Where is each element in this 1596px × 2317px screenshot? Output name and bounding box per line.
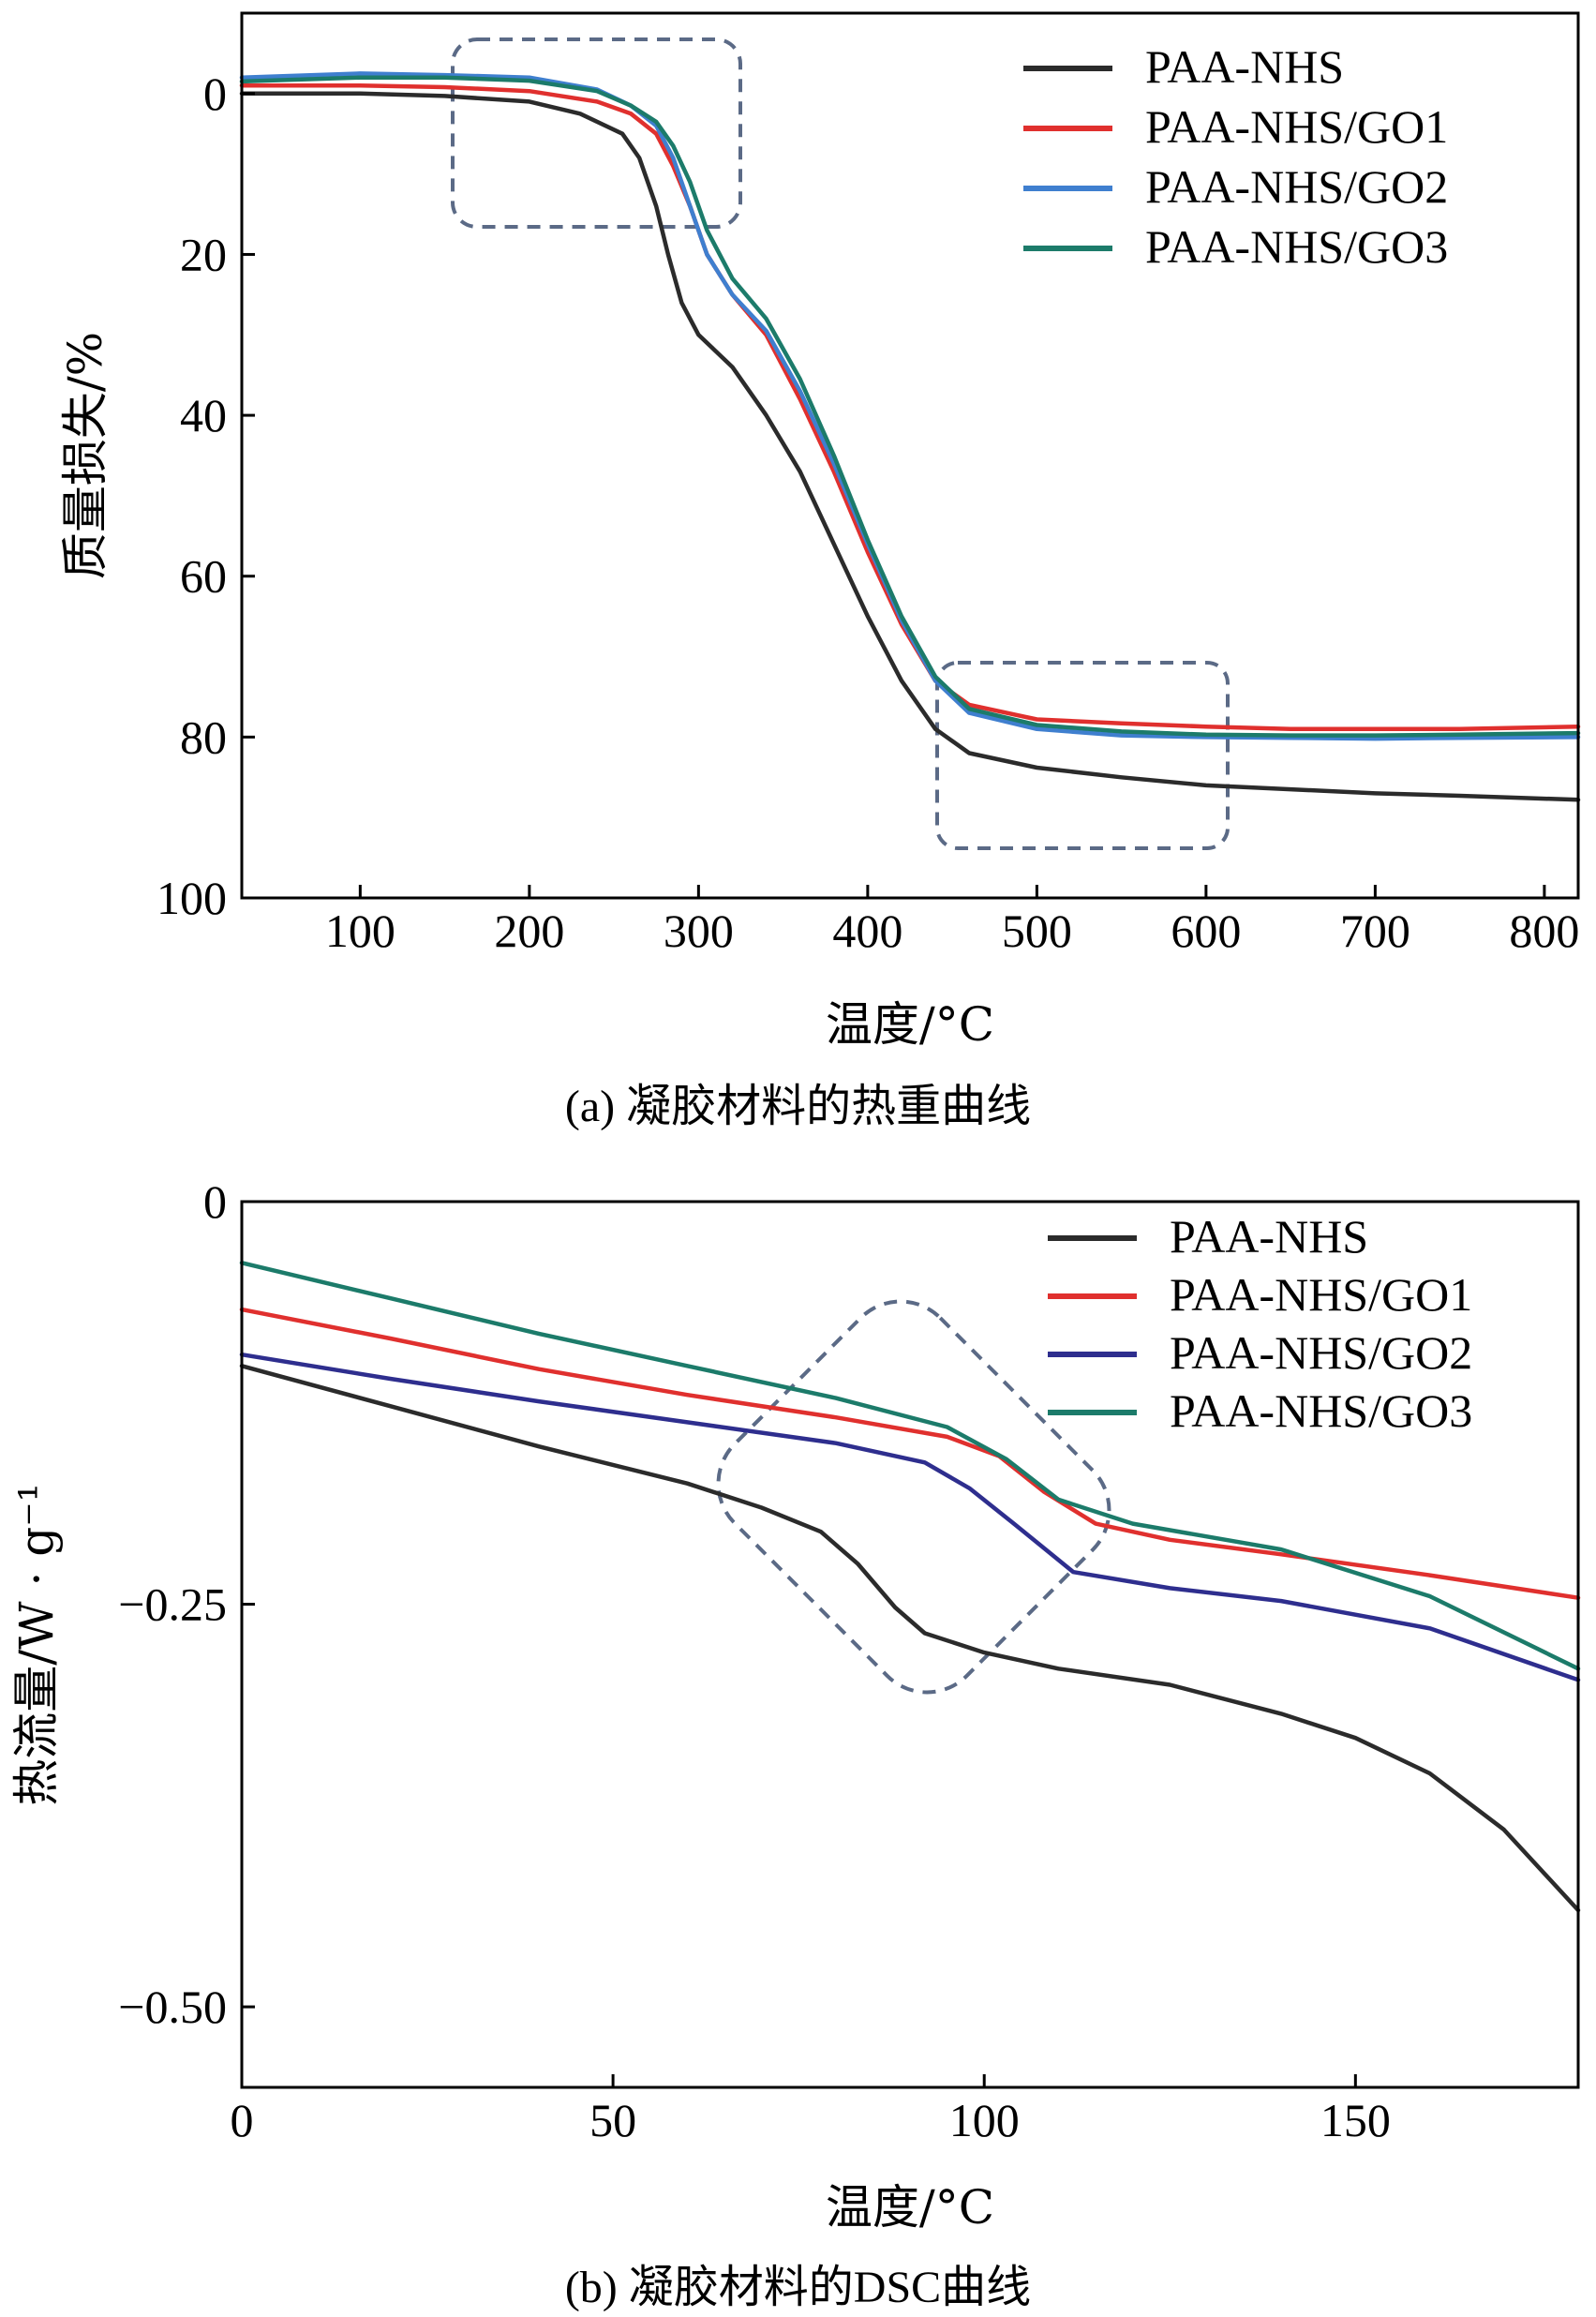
y-tick-label: 60 <box>180 550 227 603</box>
plot-frame <box>240 1200 1580 2089</box>
annotation-box-1 <box>451 37 742 229</box>
legend-label: PAA-NHS <box>1170 1210 1368 1263</box>
legend-label: PAA-NHS/GO1 <box>1170 1268 1472 1321</box>
annotation-box-2 <box>935 661 1230 850</box>
y-tick-label: 0 <box>203 67 227 120</box>
x-tick-label: 600 <box>1171 904 1241 957</box>
plot-frame <box>240 11 1580 900</box>
y-tick-label: 80 <box>180 710 227 763</box>
caption-a: (a) 凝胶材料的热重曲线 <box>564 1082 1032 1131</box>
series-line-paa-nhs <box>239 1364 1581 1913</box>
figure-a: 100 200 300 400 500 600 700 800 0 20 40 60 80 100 温度/°… <box>58 11 1581 1131</box>
x-tick-label: 100 <box>325 904 395 957</box>
x-tick-label: 400 <box>832 904 902 957</box>
y-axis-title: 热流量/W · g⁻¹ <box>9 1483 64 1805</box>
y-tick-label: −0.25 <box>118 1578 227 1631</box>
x-tick-label: 0 <box>231 2094 254 2146</box>
caption-b: (b) 凝胶材料的DSC曲线 <box>564 2263 1032 2312</box>
series-line-paa-nhs-go2 <box>239 1352 1581 1682</box>
y-tick-label: 0 <box>203 1175 227 1228</box>
y-tick-label: 40 <box>180 389 227 441</box>
x-axis-title: 温度/°C <box>826 997 994 1052</box>
x-tick-label: 800 <box>1509 904 1579 957</box>
figure-b: 0 50 100 150 0 −0.25 −0.50 温度/°C 热流量/W · g⁻¹ PAA-… <box>0 1172 1596 2317</box>
series-line-paa-nhs-go3 <box>239 75 1581 738</box>
dsc-chart: 0 50 100 150 0 −0.25 −0.50 温度/°C 热流量/W · g⁻¹ PAA-… <box>9 1175 1581 2235</box>
legend-label: PAA-NHS/GO2 <box>1145 160 1448 213</box>
legend-label: PAA-NHS/GO1 <box>1145 100 1448 153</box>
x-tick-label: 150 <box>1320 2094 1391 2146</box>
y-axis-title: 质量损失/% <box>58 332 112 579</box>
legend-label: PAA-NHS/GO2 <box>1170 1326 1472 1379</box>
x-tick-label: 700 <box>1340 904 1410 957</box>
x-tick-label: 50 <box>589 2094 636 2146</box>
x-tick-label: 100 <box>949 2094 1020 2146</box>
x-tick-label: 500 <box>1002 904 1072 957</box>
series-line-paa-nhs <box>239 91 1581 802</box>
annotation-box-1 <box>716 1299 1111 1695</box>
y-tick-label: 20 <box>180 228 227 280</box>
x-tick-label: 300 <box>664 904 734 957</box>
y-tick-label: −0.50 <box>118 1981 227 2033</box>
legend-label: PAA-NHS <box>1145 40 1344 93</box>
legend-label: PAA-NHS/GO3 <box>1170 1384 1472 1437</box>
y-tick-label: 100 <box>157 872 227 924</box>
x-axis-title: 温度/°C <box>826 2180 994 2235</box>
series-line-paa-nhs-go1 <box>239 82 1581 732</box>
series-line-paa-nhs-go3 <box>239 1261 1581 1671</box>
x-tick-label: 200 <box>494 904 564 957</box>
legend-label: PAA-NHS/GO3 <box>1145 220 1448 273</box>
tga-chart: 100 200 300 400 500 600 700 800 0 20 40 60 80 100 温度/°… <box>58 11 1581 1052</box>
